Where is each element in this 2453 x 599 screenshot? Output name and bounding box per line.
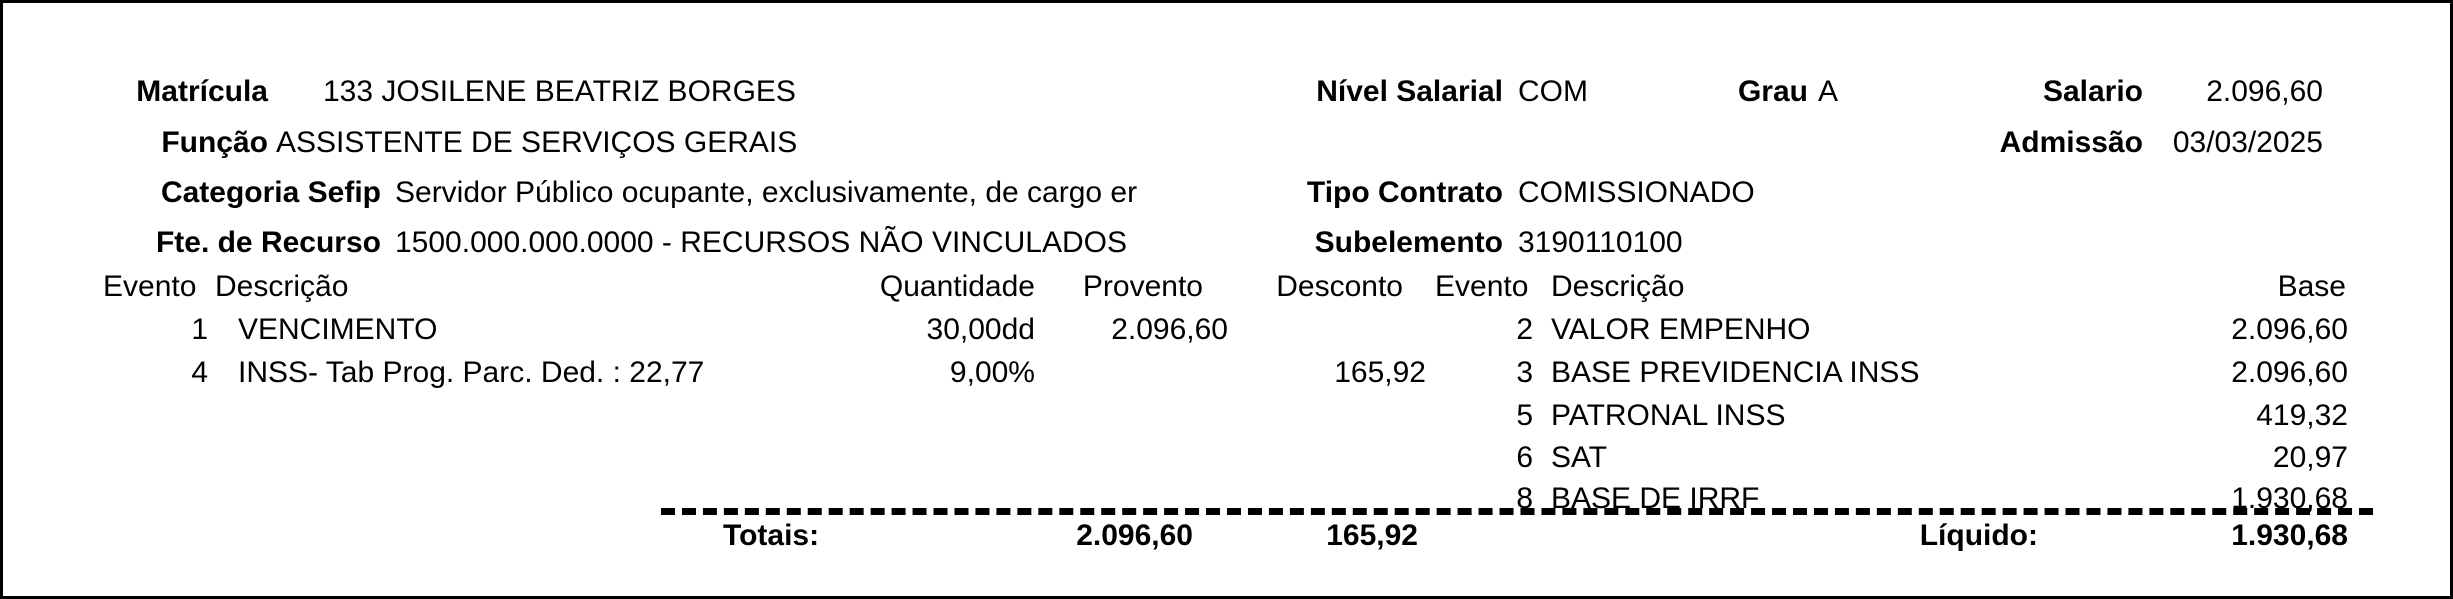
grau-value: A: [1818, 75, 1839, 108]
base-descricao: BASE PREVIDENCIA INSS: [1551, 356, 1920, 389]
tipo-contrato-label: Tipo Contrato: [1306, 176, 1503, 209]
base-evento-code: 3: [1516, 356, 1533, 389]
tipo-contrato-value: COMISSIONADO: [1518, 176, 1755, 209]
base-evento-code: 2: [1516, 313, 1533, 346]
subelemento-label: Subelemento: [1314, 226, 1503, 259]
col-base-header: Base: [2277, 270, 2346, 303]
col-provento-header: Provento: [1082, 270, 1203, 303]
evento-provento: 2.096,60: [1111, 313, 1228, 346]
base-valor: 20,97: [2272, 441, 2348, 474]
categoria-sefip-label: Categoria Sefip: [160, 176, 381, 209]
base-valor: 2.096,60: [2231, 356, 2348, 389]
evento-quantidade: 9,00%: [949, 356, 1035, 389]
base-evento-code: 5: [1516, 399, 1533, 432]
categoria-sefip-value: Servidor Público ocupante, exclusivament…: [395, 176, 1138, 209]
evento-quantidade: 30,00dd: [926, 313, 1035, 346]
subelemento-value: 3190110100: [1518, 226, 1683, 259]
grau-label: Grau: [1737, 75, 1808, 108]
liquido-label: Líquido:: [1919, 519, 2038, 552]
matricula-label: Matrícula: [136, 75, 268, 108]
col-quantidade-header: Quantidade: [879, 270, 1035, 303]
col-evento-header: Evento: [103, 270, 197, 303]
totals-label: Totais:: [723, 519, 820, 552]
base-evento-code: 8: [1516, 482, 1533, 515]
matricula-value: 133 JOSILENE BEATRIZ BORGES: [323, 75, 796, 108]
base-descricao: PATRONAL INSS: [1551, 399, 1786, 432]
evento-code: 1: [191, 313, 208, 346]
base-evento-code: 6: [1516, 441, 1533, 474]
liquido-value: 1.930,68: [2231, 519, 2348, 552]
col-desconto-header: Desconto: [1276, 270, 1403, 303]
col-descricao-header: Descrição: [215, 270, 349, 303]
totals-desconto-value: 165,92: [1326, 519, 1418, 552]
funcao-value: ASSISTENTE DE SERVIÇOS GERAIS: [276, 126, 798, 159]
totals-divider: [661, 508, 2373, 515]
evento-descricao: INSS- Tab Prog. Parc. Ded. : 22,77: [238, 356, 705, 389]
totals-provento-value: 2.096,60: [1076, 519, 1193, 552]
col-evento2-header: Evento: [1435, 270, 1529, 303]
evento-code: 4: [191, 356, 208, 389]
base-valor: 2.096,60: [2231, 313, 2348, 346]
salario-label: Salario: [2042, 75, 2143, 108]
col-descricao2-header: Descrição: [1551, 270, 1685, 303]
admissao-value: 03/03/2025: [2172, 126, 2323, 159]
admissao-label: Admissão: [1999, 126, 2143, 159]
fte-recurso-value: 1500.000.000.0000 - RECURSOS NÃO VINCULA…: [395, 226, 1127, 259]
nivel-salarial-label: Nível Salarial: [1316, 75, 1503, 108]
nivel-salarial-value: COM: [1518, 75, 1588, 108]
base-descricao: SAT: [1551, 441, 1608, 474]
fte-recurso-label: Fte. de Recurso: [155, 226, 381, 259]
base-valor: 419,32: [2256, 399, 2348, 432]
evento-desconto: 165,92: [1334, 356, 1426, 389]
salario-value: 2.096,60: [2206, 75, 2323, 108]
evento-descricao: VENCIMENTO: [238, 313, 438, 346]
funcao-label: Função: [161, 126, 268, 159]
base-descricao: VALOR EMPENHO: [1551, 313, 1811, 346]
